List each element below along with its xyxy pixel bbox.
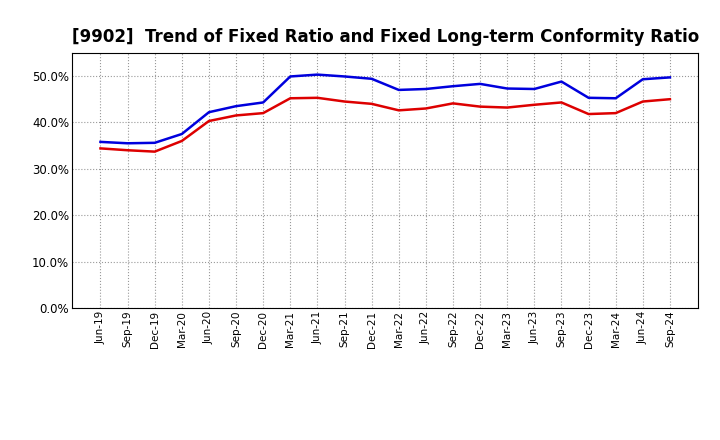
- Fixed Ratio: [232, 103, 240, 109]
- Fixed Long-term Conformity Ratio: [665, 96, 674, 102]
- Fixed Ratio: [503, 86, 511, 91]
- Fixed Ratio: [123, 141, 132, 146]
- Fixed Long-term Conformity Ratio: [449, 101, 457, 106]
- Fixed Long-term Conformity Ratio: [123, 147, 132, 153]
- Fixed Long-term Conformity Ratio: [611, 110, 620, 116]
- Fixed Ratio: [665, 75, 674, 80]
- Fixed Long-term Conformity Ratio: [259, 110, 268, 116]
- Fixed Long-term Conformity Ratio: [341, 99, 349, 104]
- Fixed Long-term Conformity Ratio: [367, 101, 376, 106]
- Fixed Ratio: [204, 110, 213, 115]
- Fixed Long-term Conformity Ratio: [639, 99, 647, 104]
- Fixed Ratio: [259, 100, 268, 105]
- Fixed Ratio: [178, 132, 186, 137]
- Fixed Long-term Conformity Ratio: [476, 104, 485, 109]
- Fixed Long-term Conformity Ratio: [395, 108, 403, 113]
- Fixed Ratio: [449, 84, 457, 89]
- Fixed Ratio: [313, 72, 322, 77]
- Line: Fixed Ratio: Fixed Ratio: [101, 75, 670, 143]
- Fixed Ratio: [96, 139, 105, 144]
- Fixed Ratio: [286, 74, 294, 79]
- Line: Fixed Long-term Conformity Ratio: Fixed Long-term Conformity Ratio: [101, 98, 670, 152]
- Fixed Long-term Conformity Ratio: [557, 100, 566, 105]
- Fixed Long-term Conformity Ratio: [232, 113, 240, 118]
- Fixed Long-term Conformity Ratio: [150, 149, 159, 154]
- Fixed Long-term Conformity Ratio: [421, 106, 430, 111]
- Fixed Ratio: [584, 95, 593, 100]
- Fixed Long-term Conformity Ratio: [96, 146, 105, 151]
- Fixed Long-term Conformity Ratio: [313, 95, 322, 100]
- Fixed Ratio: [341, 74, 349, 79]
- Fixed Long-term Conformity Ratio: [204, 118, 213, 124]
- Fixed Ratio: [530, 86, 539, 92]
- Fixed Ratio: [639, 77, 647, 82]
- Fixed Ratio: [395, 87, 403, 92]
- Fixed Long-term Conformity Ratio: [503, 105, 511, 110]
- Fixed Ratio: [611, 95, 620, 101]
- Fixed Long-term Conformity Ratio: [178, 138, 186, 143]
- Fixed Ratio: [557, 79, 566, 84]
- Fixed Ratio: [150, 140, 159, 146]
- Fixed Ratio: [421, 86, 430, 92]
- Fixed Ratio: [367, 76, 376, 81]
- Fixed Ratio: [476, 81, 485, 87]
- Fixed Long-term Conformity Ratio: [530, 102, 539, 107]
- Title: [9902]  Trend of Fixed Ratio and Fixed Long-term Conformity Ratio: [9902] Trend of Fixed Ratio and Fixed Lo…: [71, 28, 699, 46]
- Fixed Long-term Conformity Ratio: [584, 111, 593, 117]
- Fixed Long-term Conformity Ratio: [286, 95, 294, 101]
